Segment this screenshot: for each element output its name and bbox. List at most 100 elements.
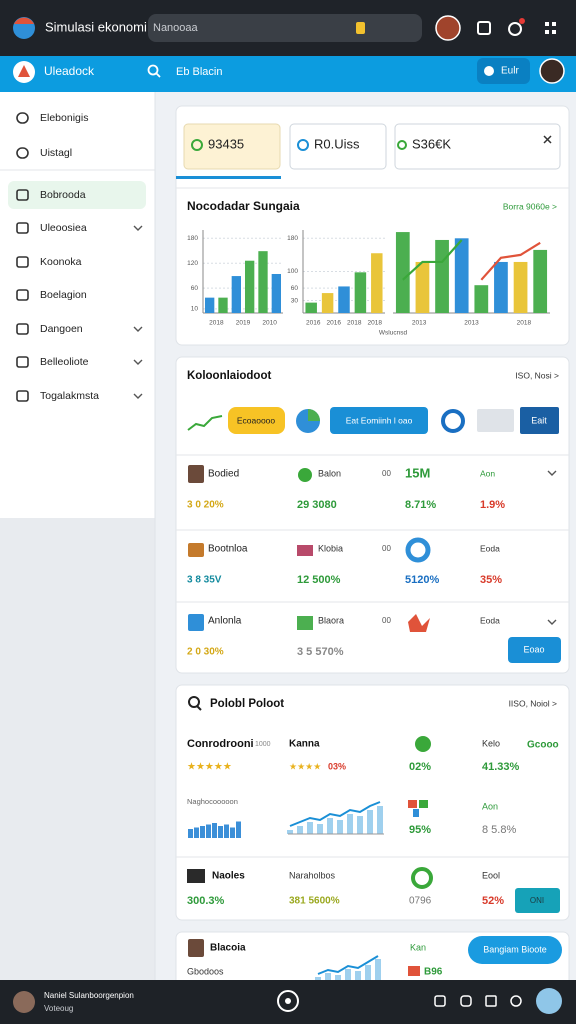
close-icon[interactable] bbox=[543, 135, 552, 144]
row-name: Naoles bbox=[212, 871, 245, 882]
footer-icon[interactable] bbox=[510, 995, 522, 1007]
header-button-label[interactable]: Eulr bbox=[501, 66, 519, 77]
change: 35% bbox=[480, 574, 502, 586]
tab-label[interactable]: S36€K bbox=[412, 136, 451, 151]
nav-item[interactable]: Dangoen bbox=[40, 323, 83, 335]
app-title: Simulasi ekonomi bbox=[45, 19, 147, 34]
nav-item[interactable]: Uistagl bbox=[40, 147, 72, 159]
nav-icon bbox=[16, 390, 29, 402]
trend-bar bbox=[327, 818, 333, 834]
button-label[interactable]: Bangiam Bioote bbox=[483, 944, 547, 954]
logo-part bbox=[14, 17, 34, 24]
chevron[interactable] bbox=[133, 326, 143, 332]
change: 95% bbox=[409, 824, 431, 836]
bar bbox=[474, 285, 489, 313]
search-icon[interactable] bbox=[188, 696, 200, 708]
bar bbox=[338, 286, 350, 313]
asset-icon bbox=[415, 736, 431, 752]
tab[interactable] bbox=[183, 123, 281, 170]
footer-sub: Voteoug bbox=[44, 1004, 73, 1013]
y-tick-label: 60 bbox=[291, 285, 299, 292]
chevron[interactable] bbox=[547, 619, 557, 625]
row-label: Eoda bbox=[480, 615, 500, 625]
nav-item[interactable]: Elebonigis bbox=[40, 112, 88, 124]
chip[interactable] bbox=[330, 407, 428, 434]
header-button[interactable] bbox=[477, 58, 530, 84]
tab-label[interactable]: 93435 bbox=[208, 136, 244, 151]
avatar[interactable] bbox=[536, 988, 562, 1014]
row-label: Aon bbox=[482, 801, 498, 811]
card-link[interactable]: IISO, Noiol > bbox=[509, 698, 557, 708]
footer-icon[interactable] bbox=[460, 995, 472, 1007]
button-label[interactable]: ONI bbox=[530, 896, 544, 905]
x-tick-label: 2018 bbox=[517, 320, 532, 327]
count: 00 bbox=[382, 616, 391, 625]
asset-icon bbox=[297, 616, 313, 630]
y-tick-label: 30 bbox=[291, 297, 299, 304]
chip[interactable] bbox=[520, 407, 559, 434]
nav-item[interactable]: Belleoliote bbox=[40, 356, 89, 368]
chip-label[interactable]: Ecoaoooo bbox=[237, 415, 276, 425]
nav-icon bbox=[16, 289, 29, 301]
search-text: Nanooaa bbox=[153, 22, 199, 34]
asset-value: 29 3080 bbox=[297, 499, 337, 511]
chip-label[interactable]: Eat Eomiinh l oao bbox=[346, 415, 413, 425]
bar bbox=[395, 232, 410, 313]
asset-icon bbox=[408, 966, 420, 976]
avatar[interactable] bbox=[539, 58, 565, 84]
button-label[interactable]: Eoao bbox=[523, 644, 544, 654]
spark-bar bbox=[224, 824, 229, 838]
home-button[interactable] bbox=[277, 990, 299, 1012]
tab[interactable] bbox=[394, 123, 561, 170]
chip-label[interactable]: Eait bbox=[531, 415, 547, 425]
x-tick-label: 2019 bbox=[236, 320, 251, 327]
menu-icon[interactable] bbox=[545, 22, 556, 34]
home-button-dot bbox=[285, 998, 291, 1004]
asset-value: 12 500% bbox=[297, 574, 341, 586]
chip[interactable] bbox=[228, 407, 285, 434]
tab[interactable] bbox=[289, 123, 387, 170]
search-box[interactable] bbox=[148, 14, 422, 42]
bar bbox=[454, 238, 469, 313]
row-button[interactable] bbox=[508, 637, 561, 663]
tab-icon bbox=[297, 139, 309, 151]
x-tick-label: 2016 bbox=[306, 320, 321, 327]
footer-icon[interactable] bbox=[434, 995, 446, 1007]
row-button[interactable] bbox=[515, 888, 560, 913]
bar bbox=[371, 253, 383, 313]
chevron[interactable] bbox=[133, 225, 143, 231]
notification-icon[interactable] bbox=[508, 22, 522, 36]
nav-item[interactable]: Bobrooda bbox=[40, 189, 86, 201]
chip[interactable] bbox=[477, 409, 514, 432]
pie-icon bbox=[405, 537, 431, 563]
icon-button[interactable] bbox=[477, 21, 491, 35]
trend-line bbox=[402, 239, 463, 281]
nav-item[interactable]: Uleoosiea bbox=[40, 222, 87, 234]
nav-item[interactable]: Koonoka bbox=[40, 256, 82, 268]
spark-bar bbox=[194, 827, 199, 838]
asset-icon bbox=[408, 800, 417, 808]
nav-icon bbox=[16, 189, 29, 201]
markets-card bbox=[175, 356, 570, 674]
nav-item[interactable]: Togalakmsta bbox=[40, 390, 99, 402]
y-tick-label: 100 bbox=[287, 268, 298, 275]
search-icon[interactable] bbox=[147, 64, 159, 76]
card-link[interactable]: ISO, Nosi > bbox=[515, 370, 559, 380]
chevron[interactable] bbox=[133, 359, 143, 365]
chevron[interactable] bbox=[547, 470, 557, 476]
footer-icon[interactable] bbox=[485, 995, 497, 1007]
nav-icon bbox=[16, 112, 29, 124]
search-icon-handle bbox=[155, 72, 161, 78]
chevron[interactable] bbox=[133, 393, 143, 399]
header-title: Uleadock bbox=[44, 64, 95, 78]
active-item bbox=[8, 181, 146, 209]
trend-bar bbox=[365, 965, 371, 980]
tab-label[interactable]: R0.Uiss bbox=[314, 136, 360, 151]
card-link[interactable]: Borra 9060e > bbox=[503, 201, 557, 211]
asset-icon bbox=[187, 869, 205, 883]
bar bbox=[533, 249, 548, 313]
tab-icon bbox=[397, 140, 407, 150]
floating-button[interactable] bbox=[468, 936, 562, 964]
nav-item[interactable]: Boelagion bbox=[40, 289, 87, 301]
avatar[interactable] bbox=[435, 15, 461, 41]
